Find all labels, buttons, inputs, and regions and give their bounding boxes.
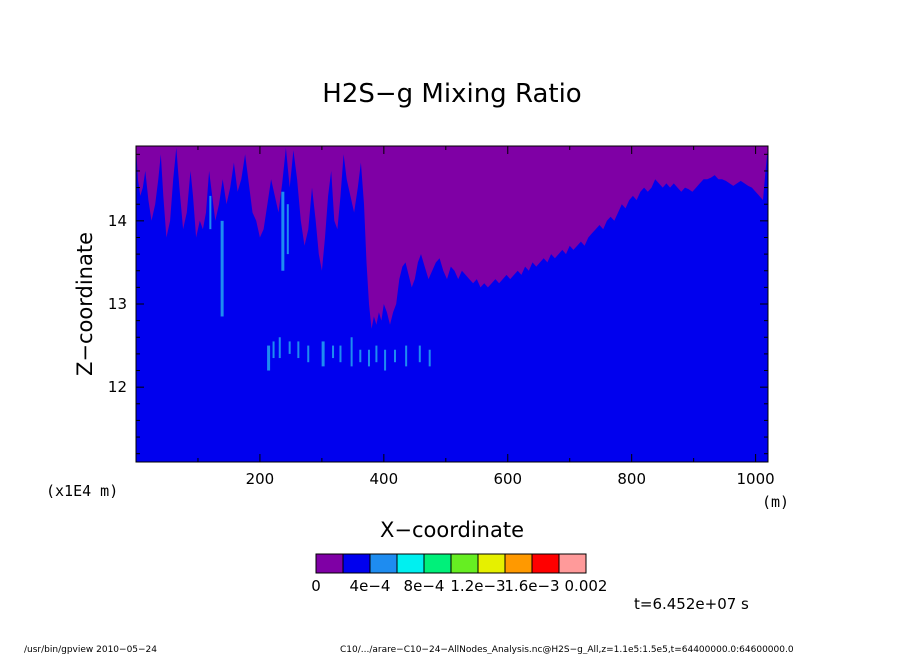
x-tick-label: 600 <box>493 470 522 488</box>
y-tick-label: 14 <box>108 212 127 230</box>
contour-patch-17 <box>384 349 387 371</box>
chart-title: H2S−g Mixing Ratio <box>322 79 581 109</box>
contour-region-low <box>136 146 768 462</box>
contour-patch-6 <box>278 337 281 359</box>
contour-patch-16 <box>375 345 378 363</box>
y-tick-label: 12 <box>108 378 127 396</box>
legend-swatch <box>342 553 371 574</box>
legend-label: 1.2e−3 <box>450 577 505 595</box>
color-legend-labels: 0 4e−4 8e−4 1.2e−31.6e−3 0.002 <box>311 577 607 595</box>
legend-swatch <box>558 553 587 574</box>
contour-patch-0 <box>220 220 224 317</box>
legend-swatch <box>369 553 398 574</box>
contour-patch-21 <box>428 349 431 367</box>
contour-patch-13 <box>350 337 353 367</box>
legend-swatch <box>423 553 452 574</box>
x-axis-ticks: 200 400 600 800 1000 <box>135 146 775 488</box>
contour-patch-3 <box>209 195 212 230</box>
y-axis-ticks: 12 13 14 <box>108 153 768 455</box>
footer-source: C10/.../arare−C10−24−AllNodes_Analysis.n… <box>340 645 794 654</box>
plot-area <box>135 145 769 463</box>
x-tick-label: 200 <box>246 470 275 488</box>
legend-swatch <box>477 553 506 574</box>
legend-label: 8e−4 <box>404 577 445 595</box>
time-label: t=6.452e+07 s <box>634 595 749 613</box>
legend-label: 0.002 <box>565 577 608 595</box>
contour-patch-4 <box>267 345 271 371</box>
legend-swatch <box>504 553 533 574</box>
contour-patch-9 <box>307 345 310 363</box>
footer-program: /usr/bin/gpview 2010−05−24 <box>24 645 157 654</box>
color-legend <box>315 553 587 574</box>
contour-patch-1 <box>281 191 285 271</box>
x-axis-unit: (m) <box>762 493 789 511</box>
y-axis-unit: (x1E4 m) <box>46 482 118 500</box>
contour-patch-15 <box>367 349 370 367</box>
x-tick-label: 800 <box>617 470 646 488</box>
contour-patch-12 <box>339 345 342 363</box>
contour-patch-19 <box>405 345 408 367</box>
contour-patch-10 <box>321 341 325 367</box>
contour-patch-11 <box>332 345 335 359</box>
contour-patch-20 <box>418 345 421 363</box>
legend-label: 1.6e−3 <box>504 577 559 595</box>
contour-patch-7 <box>288 341 291 354</box>
contour-patch-2 <box>286 204 289 255</box>
y-axis-label: Z−coordinate <box>73 232 97 376</box>
contour-patch-18 <box>393 349 396 363</box>
x-axis-label: X−coordinate <box>380 518 524 542</box>
legend-swatch <box>396 553 425 574</box>
legend-swatch <box>315 553 344 574</box>
x-tick-label: 1000 <box>737 470 775 488</box>
legend-swatch <box>450 553 479 574</box>
contour-patch-8 <box>297 341 300 359</box>
contour-patch-14 <box>359 349 362 363</box>
legend-label: 4e−4 <box>350 577 391 595</box>
x-tick-label: 400 <box>370 470 399 488</box>
y-tick-label: 13 <box>108 295 127 313</box>
legend-swatch <box>531 553 560 574</box>
contour-patches <box>209 191 431 371</box>
contour-patch-5 <box>272 341 275 359</box>
legend-label: 0 <box>311 577 321 595</box>
